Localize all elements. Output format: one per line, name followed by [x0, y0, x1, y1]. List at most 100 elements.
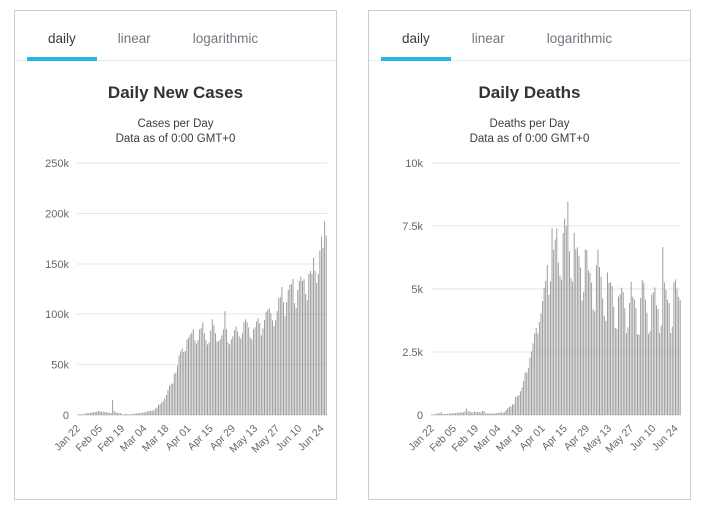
bar[interactable] — [240, 338, 242, 415]
bar[interactable] — [131, 414, 133, 415]
bar[interactable] — [491, 413, 493, 415]
bar[interactable] — [670, 333, 672, 415]
bar[interactable] — [260, 335, 262, 415]
bar[interactable] — [610, 282, 612, 415]
bar[interactable] — [603, 315, 605, 415]
bar[interactable] — [641, 279, 643, 415]
bar[interactable] — [181, 348, 183, 415]
bar[interactable] — [99, 411, 101, 415]
bar[interactable] — [455, 413, 456, 415]
bar[interactable] — [248, 327, 250, 415]
bar[interactable] — [320, 236, 322, 415]
bar[interactable] — [162, 400, 164, 415]
bar[interactable] — [189, 334, 191, 415]
bar[interactable] — [475, 412, 477, 415]
bar[interactable] — [505, 409, 507, 415]
bar[interactable] — [640, 297, 642, 415]
bar[interactable] — [91, 412, 93, 415]
bar[interactable] — [233, 330, 235, 415]
bar[interactable] — [553, 249, 555, 415]
bar[interactable] — [546, 265, 548, 415]
bar[interactable] — [132, 413, 134, 415]
bar[interactable] — [273, 326, 275, 415]
bar[interactable] — [572, 281, 574, 415]
bar[interactable] — [226, 329, 227, 415]
bar[interactable] — [219, 339, 221, 415]
bar[interactable] — [469, 411, 471, 415]
bar[interactable] — [283, 302, 284, 415]
bar[interactable] — [113, 410, 115, 415]
bar[interactable] — [178, 355, 180, 415]
bar[interactable] — [279, 297, 281, 415]
bar[interactable] — [674, 279, 676, 415]
bar[interactable] — [494, 413, 496, 415]
bar[interactable] — [499, 412, 501, 415]
bar[interactable] — [197, 340, 199, 415]
bar[interactable] — [513, 403, 515, 415]
bar[interactable] — [624, 308, 626, 415]
bar[interactable] — [154, 408, 156, 415]
bar[interactable] — [567, 201, 569, 415]
bar[interactable] — [595, 265, 597, 415]
bar[interactable] — [535, 328, 537, 415]
bar[interactable] — [208, 342, 210, 415]
bar[interactable] — [85, 413, 87, 415]
bar[interactable] — [549, 281, 551, 415]
bar[interactable] — [662, 247, 664, 415]
bar[interactable] — [556, 228, 558, 415]
bar[interactable] — [213, 325, 215, 415]
bar[interactable] — [591, 282, 593, 415]
bar[interactable] — [150, 410, 152, 415]
bar[interactable] — [656, 305, 657, 415]
bar[interactable] — [456, 412, 458, 415]
bar[interactable] — [508, 406, 510, 415]
bar[interactable] — [252, 329, 254, 415]
bar[interactable] — [606, 272, 608, 415]
bar[interactable] — [195, 343, 197, 415]
tab-logarithmic[interactable]: logarithmic — [192, 31, 259, 46]
bar[interactable] — [637, 334, 638, 415]
bar[interactable] — [211, 319, 213, 415]
bar[interactable] — [516, 396, 518, 415]
bar[interactable] — [618, 296, 619, 415]
bar[interactable] — [230, 339, 232, 415]
bar[interactable] — [88, 413, 90, 415]
bar[interactable] — [580, 267, 581, 415]
bar[interactable] — [251, 339, 253, 415]
bar[interactable] — [667, 299, 669, 415]
bar[interactable] — [137, 413, 139, 415]
bar[interactable] — [453, 413, 455, 415]
bar[interactable] — [96, 411, 98, 415]
bar[interactable] — [635, 308, 637, 415]
bar[interactable] — [481, 411, 483, 415]
tab-daily[interactable]: daily — [381, 25, 451, 61]
bar[interactable] — [584, 249, 586, 415]
bar[interactable] — [586, 250, 588, 415]
bar[interactable] — [448, 413, 450, 415]
bar[interactable] — [619, 294, 621, 415]
bar[interactable] — [462, 412, 464, 415]
bar[interactable] — [512, 404, 513, 415]
bar[interactable] — [80, 414, 82, 415]
tab-daily[interactable]: daily — [27, 25, 97, 61]
bar[interactable] — [156, 407, 158, 415]
tab-logarithmic[interactable]: logarithmic — [546, 31, 613, 46]
bar[interactable] — [238, 336, 240, 415]
bar[interactable] — [439, 413, 441, 415]
bar[interactable] — [267, 310, 269, 415]
bar[interactable] — [89, 412, 91, 415]
bar[interactable] — [308, 273, 310, 415]
bar[interactable] — [646, 312, 648, 415]
bar[interactable] — [139, 413, 140, 415]
bar[interactable] — [464, 411, 466, 415]
bar[interactable] — [77, 414, 79, 416]
bar[interactable] — [82, 414, 84, 415]
bar[interactable] — [643, 282, 645, 415]
bar[interactable] — [123, 414, 125, 415]
bar[interactable] — [659, 333, 661, 415]
bar[interactable] — [105, 411, 107, 415]
bar[interactable] — [678, 297, 680, 415]
bar[interactable] — [497, 412, 499, 415]
bar[interactable] — [159, 404, 161, 415]
bar[interactable] — [229, 344, 231, 415]
